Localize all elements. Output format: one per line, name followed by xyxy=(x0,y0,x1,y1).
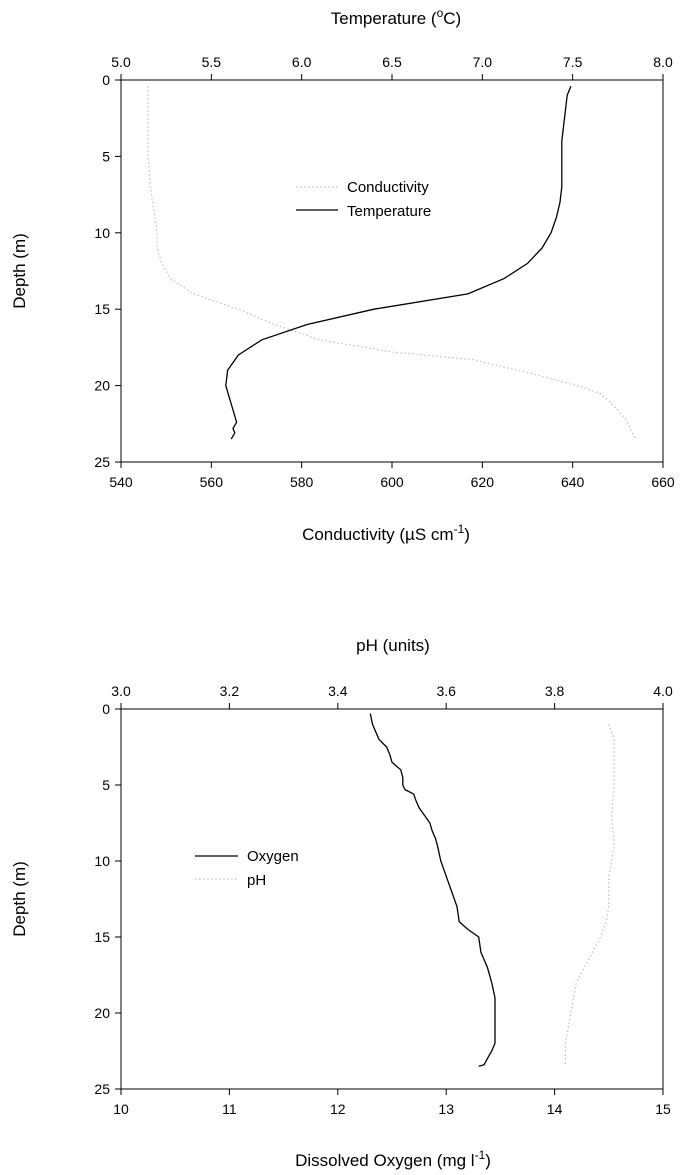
plot-frame xyxy=(120,79,664,463)
top-tick-label: 6.5 xyxy=(382,54,402,70)
legend-ph-label: pH xyxy=(247,872,266,889)
bottom-axis-title: Conductivity (µS cm-1) xyxy=(302,522,470,544)
top-tick-label: 4.0 xyxy=(653,683,673,699)
bottom-axis-title: Dissolved Oxygen (mg l-1) xyxy=(295,1148,491,1170)
left-tick-label: 5 xyxy=(102,777,110,793)
left-tick-label: 0 xyxy=(102,701,110,717)
left-tick-label: 25 xyxy=(94,1081,110,1097)
left-axis-ticks: 0 5 10 15 20 25 xyxy=(94,72,121,470)
top-tick-label: 3.6 xyxy=(436,683,456,699)
bottom-tick-label: 560 xyxy=(200,474,224,490)
left-tick-label: 0 xyxy=(102,72,110,88)
bottom-tick-label: 14 xyxy=(547,1101,563,1117)
panel-temperature-conductivity: Temperature (oC) 5.0 5.5 6.0 6.5 7.0 7.5 8.0 5… xyxy=(10,6,675,544)
legend: Oxygen pH xyxy=(195,848,299,889)
left-tick-label: 25 xyxy=(94,454,110,470)
top-tick-label: 3.0 xyxy=(111,683,131,699)
bottom-tick-label: 620 xyxy=(471,474,495,490)
legend: Conductivity Temperature xyxy=(296,179,431,220)
top-tick-label: 6.0 xyxy=(292,54,312,70)
top-tick-label: 5.0 xyxy=(111,54,131,70)
top-tick-label: 7.0 xyxy=(473,54,493,70)
bottom-tick-label: 640 xyxy=(561,474,585,490)
temperature-line xyxy=(225,85,572,440)
bottom-tick-label: 580 xyxy=(290,474,314,490)
bottom-tick-label: 660 xyxy=(651,474,675,490)
left-tick-label: 10 xyxy=(94,853,110,869)
left-tick-label: 5 xyxy=(102,148,110,164)
bottom-tick-label: 10 xyxy=(113,1101,129,1117)
legend-oxygen-label: Oxygen xyxy=(247,848,299,865)
oxygen-line xyxy=(369,713,496,1067)
left-tick-label: 10 xyxy=(94,225,110,241)
bottom-tick-label: 540 xyxy=(109,474,133,490)
legend-temperature-label: Temperature xyxy=(347,203,431,220)
top-tick-label: 3.8 xyxy=(545,683,565,699)
y-axis-title: Depth (m) xyxy=(10,861,29,937)
conductivity-line xyxy=(147,86,637,440)
top-axis-ticks: 5.0 5.5 6.0 6.5 7.0 7.5 8.0 xyxy=(111,54,673,80)
bottom-axis-ticks: 540 560 580 600 620 640 660 xyxy=(109,462,675,490)
top-tick-label: 3.4 xyxy=(328,683,348,699)
left-tick-label: 20 xyxy=(94,1005,110,1021)
bottom-tick-label: 600 xyxy=(380,474,404,490)
left-tick-label: 15 xyxy=(94,301,110,317)
top-axis-title: pH (units) xyxy=(356,636,430,655)
bottom-tick-label: 11 xyxy=(222,1101,237,1117)
y-axis-title: Depth (m) xyxy=(10,233,29,309)
ph-line xyxy=(564,723,615,1067)
legend-conductivity-label: Conductivity xyxy=(347,179,429,196)
panel-ph-oxygen: pH (units) 3.0 3.2 3.4 3.6 3.8 4.0 10 11 12 13 14… xyxy=(10,636,673,1170)
top-tick-label: 8.0 xyxy=(653,54,673,70)
left-tick-label: 20 xyxy=(94,378,110,394)
top-axis-ticks: 3.0 3.2 3.4 3.6 3.8 4.0 xyxy=(111,683,673,709)
top-tick-label: 7.5 xyxy=(563,54,583,70)
top-tick-label: 5.5 xyxy=(202,54,222,70)
left-axis-ticks: 0 5 10 15 20 25 xyxy=(94,701,121,1097)
plot-frame xyxy=(120,708,664,1090)
bottom-tick-label: 12 xyxy=(330,1101,346,1117)
bottom-tick-label: 15 xyxy=(655,1101,671,1117)
top-tick-label: 3.2 xyxy=(220,683,240,699)
bottom-axis-ticks: 10 11 12 13 14 15 xyxy=(113,1089,671,1117)
top-axis-title: Temperature (oC) xyxy=(331,6,461,28)
bottom-tick-label: 13 xyxy=(438,1101,454,1117)
left-tick-label: 15 xyxy=(94,929,110,945)
